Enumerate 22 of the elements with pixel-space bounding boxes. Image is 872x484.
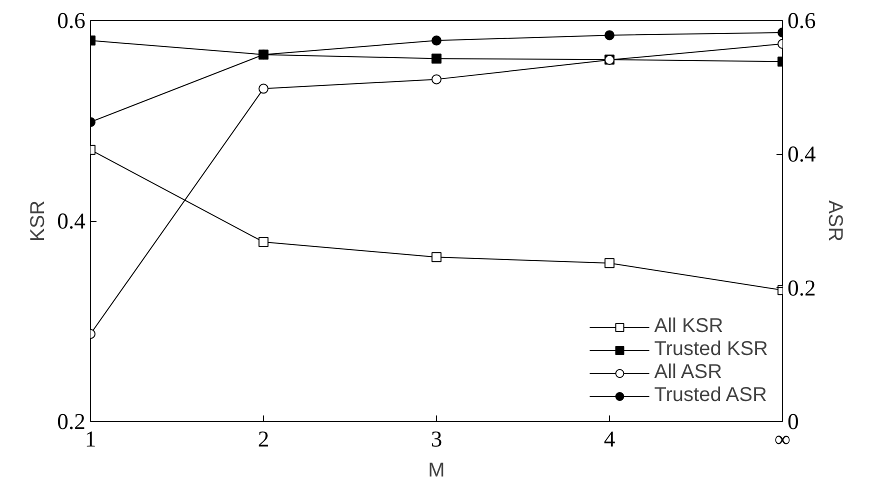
point	[258, 84, 268, 94]
y-tick-label: 0.4	[57, 208, 86, 234]
y-tick-label: 0.6	[57, 8, 86, 33]
legend-label: Trusted KSR	[654, 338, 768, 361]
y-tick-label: 0.2	[57, 409, 86, 434]
x-tick-label: 2	[258, 426, 270, 452]
y2-tick-label: 0.4	[788, 142, 816, 167]
point	[258, 237, 268, 248]
point	[432, 74, 442, 84]
y2-tick-label: 0.2	[788, 275, 816, 300]
y-axis-title: KSR	[27, 200, 50, 242]
legend-label: All KSR	[654, 315, 724, 338]
point	[432, 252, 442, 262]
y2-tick-label: 0.6	[788, 8, 816, 33]
legend-label: Trusted ASR	[654, 384, 767, 407]
x-tick-label: 4	[604, 426, 616, 452]
x-tick-label: 3	[430, 426, 442, 452]
legend-label: All ASR	[654, 361, 722, 384]
x-tick-label: 1	[84, 426, 96, 452]
point	[604, 258, 614, 268]
y2-axis-title: ASR	[824, 200, 846, 242]
x-axis-title: M	[428, 460, 445, 482]
